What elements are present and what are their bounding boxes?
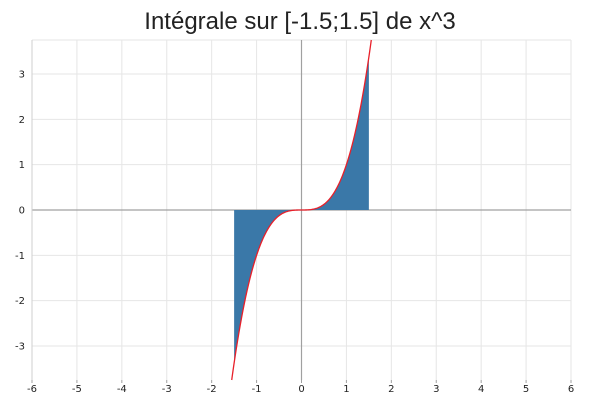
x-tick-label: 4 <box>478 384 484 395</box>
function-curve <box>231 39 372 381</box>
y-tick-label: -1 <box>15 251 25 262</box>
x-tick-label: -3 <box>162 384 172 395</box>
y-tick-label: 0 <box>19 206 25 217</box>
chart-title: Intégrale sur [-1.5;1.5] de x^3 <box>144 8 455 35</box>
x-tick-label: -5 <box>72 384 82 395</box>
x-tick-label: 6 <box>568 384 574 395</box>
x-tick-label: 1 <box>343 384 349 395</box>
y-tick-label: 2 <box>19 115 25 126</box>
x-tick-label: 3 <box>433 384 439 395</box>
x-tick-label: 0 <box>298 384 304 395</box>
y-tick-label: 3 <box>19 70 25 81</box>
y-tick-label: -3 <box>15 342 25 353</box>
x-tick-label: -4 <box>117 384 127 395</box>
x-tick-label: 2 <box>388 384 394 395</box>
y-tick-labels: -3 -2 -1 0 1 2 3 <box>15 70 25 353</box>
x-tick-label: -6 <box>27 384 37 395</box>
y-tick-label: -2 <box>15 296 25 307</box>
integral-area <box>234 57 369 363</box>
x-tick-label: -1 <box>252 384 262 395</box>
x-tick-labels: -6 -5 -4 -3 -2 -1 0 1 2 3 4 5 6 <box>27 380 574 395</box>
x-tick-label: -2 <box>207 384 217 395</box>
y-tick-label: 1 <box>19 160 25 171</box>
x-tick-label: 5 <box>523 384 529 395</box>
